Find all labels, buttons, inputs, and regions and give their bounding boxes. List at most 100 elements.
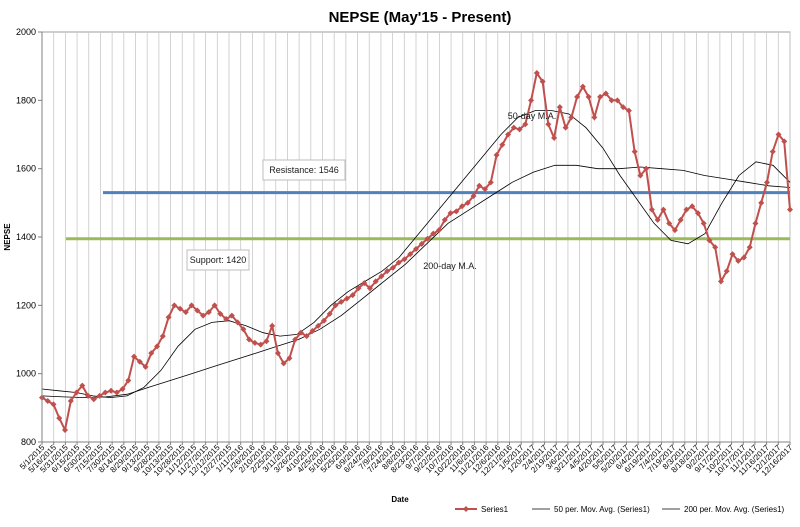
series1-point (303, 333, 310, 340)
series1-point (131, 353, 138, 360)
series1-point (90, 396, 97, 403)
series1-point (280, 360, 287, 367)
y-tick-label: 1600 (16, 164, 36, 174)
series1-point (108, 387, 115, 394)
series1-point (689, 203, 696, 210)
series1-point (326, 310, 333, 317)
ma200-annotation: 200-day M.A. (423, 261, 477, 271)
series1-point (148, 350, 155, 357)
series1-point (269, 322, 276, 329)
series1-point (274, 350, 281, 357)
series1-point (752, 220, 759, 227)
series1-point (631, 148, 638, 155)
y-tick-label: 2000 (16, 27, 36, 37)
y-axis-title: NEPSE (3, 223, 12, 251)
series1-point (585, 93, 592, 100)
series1-point (263, 338, 270, 345)
series1-point (510, 124, 517, 131)
series1-point (533, 70, 540, 76)
series1-point (643, 165, 650, 172)
series1-point (556, 104, 563, 111)
y-tick-label: 800 (21, 437, 36, 447)
annotation-box (262, 159, 346, 181)
series1-point (677, 216, 684, 223)
series1-point (499, 141, 506, 148)
series1-point (384, 268, 391, 275)
series1-point (320, 317, 327, 324)
series1-point (50, 401, 57, 408)
series1-point (309, 327, 316, 334)
series1-point (516, 126, 523, 133)
series1-point (56, 415, 63, 422)
legend-series1-label: Series1 (481, 505, 509, 514)
series1-point (654, 216, 661, 223)
series1-point (464, 199, 471, 206)
series1-point (694, 210, 701, 217)
series1-point (315, 322, 322, 329)
series1-point (528, 97, 535, 104)
series1-point (545, 121, 552, 128)
legend: Series1 50 per. Mov. Avg. (Series1) 200 pe… (455, 505, 785, 514)
series1-point (453, 208, 460, 215)
series1-point (125, 377, 132, 384)
series1-point (343, 295, 350, 302)
series1-point (666, 220, 673, 227)
series1-point (562, 124, 569, 131)
series1-point (182, 309, 189, 316)
moving-average-lines (41, 110, 791, 399)
y-tick-label: 1400 (16, 232, 36, 242)
series1-point (332, 302, 339, 309)
series1-point (113, 389, 120, 396)
series1-point (361, 280, 368, 287)
series1-point (574, 93, 581, 100)
series1-point (171, 302, 178, 309)
series1-point (712, 244, 719, 251)
series1-point (648, 206, 655, 213)
series1-point (620, 104, 627, 111)
series1-layer (39, 70, 793, 434)
series1-point (228, 312, 235, 319)
series1-point (539, 78, 546, 85)
series1-point (194, 307, 201, 314)
series1-point (505, 131, 512, 138)
series1-point (85, 392, 92, 399)
series1-point (476, 182, 483, 189)
series1-point (159, 333, 166, 340)
ma50-annotation: 50-day M.A. (508, 111, 557, 121)
series1-point (79, 382, 86, 389)
series1-point (706, 237, 713, 244)
series1-point (257, 341, 264, 348)
series1-point (240, 326, 247, 333)
support-annotation: Support: 1420 (190, 255, 247, 265)
ma200-line (41, 164, 791, 399)
series1-point (430, 230, 437, 237)
series1-point (200, 312, 207, 319)
series1-point (746, 244, 753, 251)
legend-ma50-label: 50 per. Mov. Avg. (Series1) (554, 505, 650, 514)
series1-point (119, 386, 126, 393)
series1-point (286, 355, 293, 362)
series1-point (136, 358, 143, 365)
y-tick-label: 1800 (16, 95, 36, 105)
series1-point (487, 179, 494, 186)
series1-point (568, 114, 575, 121)
series1-point (73, 389, 80, 396)
series1-point (62, 427, 69, 434)
axis-layer: 8001000120014001600180020005/1/20155/16/… (16, 27, 795, 478)
series1-point (522, 121, 529, 128)
x-axis-title: Date (391, 495, 409, 504)
series1-point (154, 343, 161, 350)
series1-point (482, 186, 489, 193)
series1-point (758, 199, 765, 206)
series1-point (349, 292, 356, 299)
legend-series1-marker (463, 506, 469, 512)
series1-point (424, 235, 431, 242)
resistance-annotation: Resistance: 1546 (269, 165, 339, 175)
series1-point (775, 131, 782, 138)
series1-point (67, 398, 74, 404)
y-tick-label: 1200 (16, 300, 36, 310)
series1-point (211, 302, 218, 309)
series1-point (251, 339, 258, 346)
